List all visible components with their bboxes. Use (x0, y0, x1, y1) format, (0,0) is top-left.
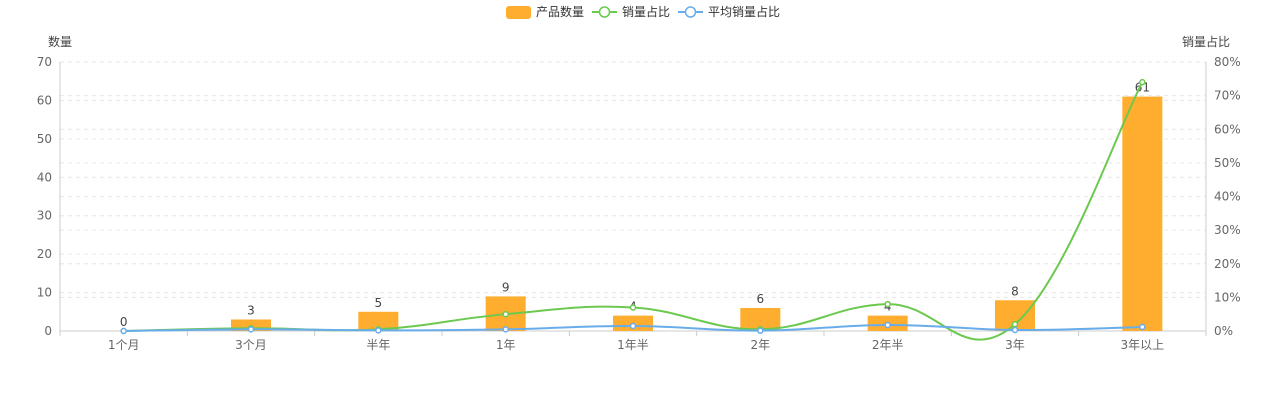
line-point[interactable] (629, 322, 637, 330)
bar[interactable] (1122, 96, 1163, 331)
line-point[interactable] (757, 327, 764, 334)
line-point[interactable] (1139, 78, 1146, 86)
bar-value-label: 5 (375, 296, 383, 310)
x-tick-label: 1年 (496, 338, 516, 352)
line-point[interactable] (120, 327, 127, 335)
y-left-tick-label: 70 (37, 55, 52, 69)
legend-line-marker (684, 6, 697, 18)
bar-value-label: 6 (757, 292, 765, 306)
y-right-tick-label: 20% (1214, 257, 1241, 271)
line-point[interactable] (884, 321, 891, 329)
y-right-tick-label: 40% (1214, 190, 1241, 204)
bar-value-label: 8 (1011, 284, 1019, 298)
line-point[interactable] (629, 304, 637, 311)
legend-bar-swatch[interactable] (506, 6, 531, 19)
y-left-tick-label: 60 (37, 93, 52, 107)
y-right-tick-label: 80% (1214, 55, 1241, 69)
x-tick-label: 1年半 (617, 338, 649, 352)
y-right-tick-label: 10% (1214, 290, 1241, 304)
y-right-tick-label: 50% (1214, 156, 1241, 170)
x-tick-label: 2年 (751, 338, 771, 352)
bar-value-label: 9 (502, 280, 510, 294)
x-tick-label: 半年 (366, 338, 390, 352)
y-left-tick-label: 20 (37, 247, 52, 261)
x-tick-label: 1个月 (108, 338, 140, 352)
line-point[interactable] (502, 310, 509, 318)
line-point[interactable] (884, 300, 891, 308)
x-tick-label: 3年 (1005, 338, 1025, 352)
y-right-tick-label: 0% (1214, 324, 1233, 338)
bar-value-label: 0 (120, 315, 128, 329)
y-right-tick-label: 30% (1214, 223, 1241, 237)
y-left-tick-label: 30 (37, 209, 52, 223)
line-point[interactable] (247, 326, 255, 333)
line-point[interactable] (1011, 321, 1019, 328)
y-left-tick-label: 0 (44, 324, 52, 338)
legend-item-label: 销量占比 (622, 4, 670, 19)
bar[interactable] (740, 307, 781, 331)
legend-item-label: 平均销量占比 (708, 4, 780, 19)
y-right-tick-label: 60% (1214, 122, 1241, 136)
y-right-tick-label: 70% (1214, 89, 1241, 103)
bar-value-label: 3 (247, 303, 255, 317)
legend-item-label: 产品数量 (536, 4, 584, 19)
line-point[interactable] (1011, 326, 1019, 334)
x-tick-label: 2年半 (872, 338, 904, 352)
x-tick-label: 3个月 (235, 338, 267, 352)
line-point[interactable] (1139, 323, 1146, 331)
y-left-tick-label: 40 (37, 170, 52, 184)
line-point[interactable] (375, 327, 382, 334)
y-left-tick-label: 10 (37, 286, 52, 300)
bar[interactable] (358, 311, 399, 331)
line-point[interactable] (502, 326, 509, 333)
y-left-axis-title: 数量 (48, 34, 72, 49)
legend-line-marker (598, 6, 611, 18)
y-right-axis-title: 销量占比 (1182, 34, 1230, 49)
x-tick-label: 3年以上 (1121, 338, 1165, 352)
y-left-tick-label: 50 (37, 132, 52, 146)
